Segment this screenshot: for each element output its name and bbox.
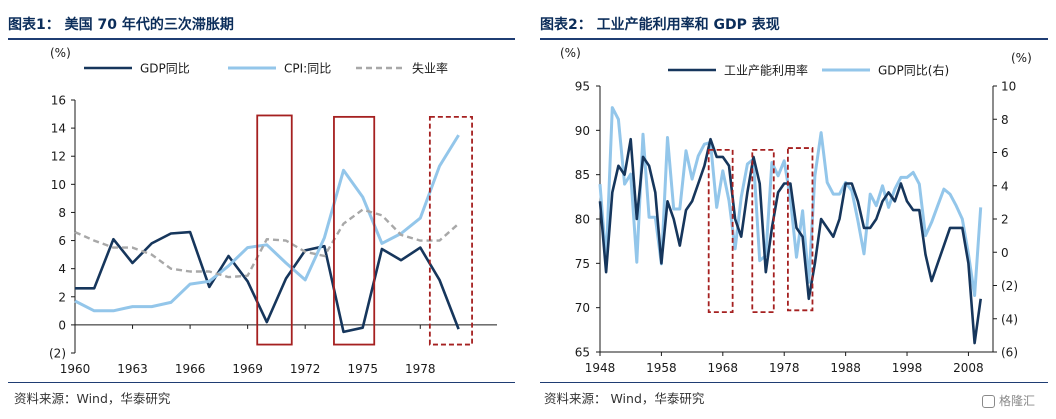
chart1-unit-label: (%) [50,46,71,60]
chart2-x-tick-label: 1998 [892,361,923,375]
chart2-y-tick-label-right: 4 [1001,179,1009,193]
chart1-cpi-line [74,134,460,313]
chart1-title: 图表1： 美国 70 年代的三次滞胀期 [8,17,234,33]
chart2-title-rule [540,38,1048,40]
chart1-x-tick-label: 1963 [117,362,148,376]
chart1-x-tick-label: 1978 [405,362,436,376]
chart1-y-tick-label: 10 [51,178,66,192]
chart2-y-tick-label-left: 95 [575,80,590,94]
chart1-x-tick-label: 1960 [60,362,91,376]
chart1-y-tick-label: 16 [51,94,66,108]
chart2-y-tick-label-right: 8 [1001,113,1009,127]
chart2-y-tick-label-right: 6 [1001,146,1009,160]
chart1-y-tick-label: (2) [49,347,66,361]
chart2-y-tick-label-right: 2 [1001,213,1009,227]
chart2-unit-label-left: (%) [560,46,581,60]
chart2-highlight-box [751,148,775,313]
chart2-y-tick-label-left: 80 [575,213,590,227]
chart2-title: 图表2： 工业产能利用率和 GDP 表现 [540,17,780,33]
chart1-x-tick-label: 1975 [347,362,378,376]
chart2-y-tick-label-right: (4) [1001,312,1018,326]
chart1-x-tick-label: 1972 [290,362,321,376]
chart2-y-tick-label-right: (2) [1001,279,1018,293]
chart2-x-tick-label: 1958 [646,361,677,375]
chart2-highlight-box [707,148,734,313]
chart1-stagflation-box [428,115,473,346]
chart2-highlight-box [787,147,814,312]
chart2-x-tick-label: 1968 [708,361,739,375]
chart2-x-tick-label: 1988 [830,361,861,375]
watermark: 格隆汇 [982,392,1035,409]
chart1-y-tick-label: 14 [51,122,66,136]
chart2-x-tick-label: 1948 [585,361,616,375]
chart2-legend-gdp-label: GDP同比(右) [878,63,949,78]
chart1-y-tick-label: 8 [58,206,66,220]
chart1-title-rule [8,38,515,40]
chart1-legend-unemployment-label: 失业率 [412,61,448,76]
chart1-x-tick-label: 1969 [232,362,263,376]
chart2-y-tick-label-left: 70 [575,301,590,315]
chart1-source: 资料来源：Wind，华泰研究 [14,391,171,406]
chart1-y-tick-label: 12 [51,150,66,164]
chart2-y-tick-label-right: 10 [1001,80,1016,94]
chart2-capacity-line [598,137,982,345]
watermark-text: 格隆汇 [999,394,1036,408]
chart1-legend-cpi-label: CPI:同比 [284,62,331,76]
chart2-gdp-line [598,106,983,297]
chart2-source-rule [540,382,1048,383]
chart1-stagflation-box [256,114,293,346]
chart1-y-tick-label: 0 [58,318,66,332]
watermark-logo-icon [982,395,995,408]
chart1-unemployment-line [74,208,460,279]
chart1-y-tick-label: 2 [58,290,66,304]
chart2-y-tick-label-right: 0 [1001,246,1009,260]
chart2-y-tick-label-left: 75 [575,257,590,271]
chart1-source-rule [8,382,515,383]
chart1-y-tick-label: 4 [58,262,66,276]
chart2-y-tick-label-left: 65 [575,346,590,360]
chart2-x-tick-label: 2008 [953,361,984,375]
chart2-y-tick-label-left: 85 [575,168,590,182]
chart2-x-tick-label: 1978 [769,361,800,375]
chart2-y-tick-label-right: (6) [1001,346,1018,360]
chart2-y-tick-label-left: 90 [575,124,590,138]
chart1-y-tick-label: 6 [58,234,66,248]
chart1-gdp-line [75,230,460,334]
chart2-source: 资料来源： Wind，华泰研究 [544,391,705,406]
chart1-legend-gdp-label: GDP同比 [140,62,190,76]
chart2-unit-label-right: (%) [1011,51,1032,65]
chart2-legend-capacity-label: 工业产能利用率 [724,63,808,78]
chart1-stagflation-box [333,115,376,346]
chart1-x-tick-label: 1966 [175,362,206,376]
